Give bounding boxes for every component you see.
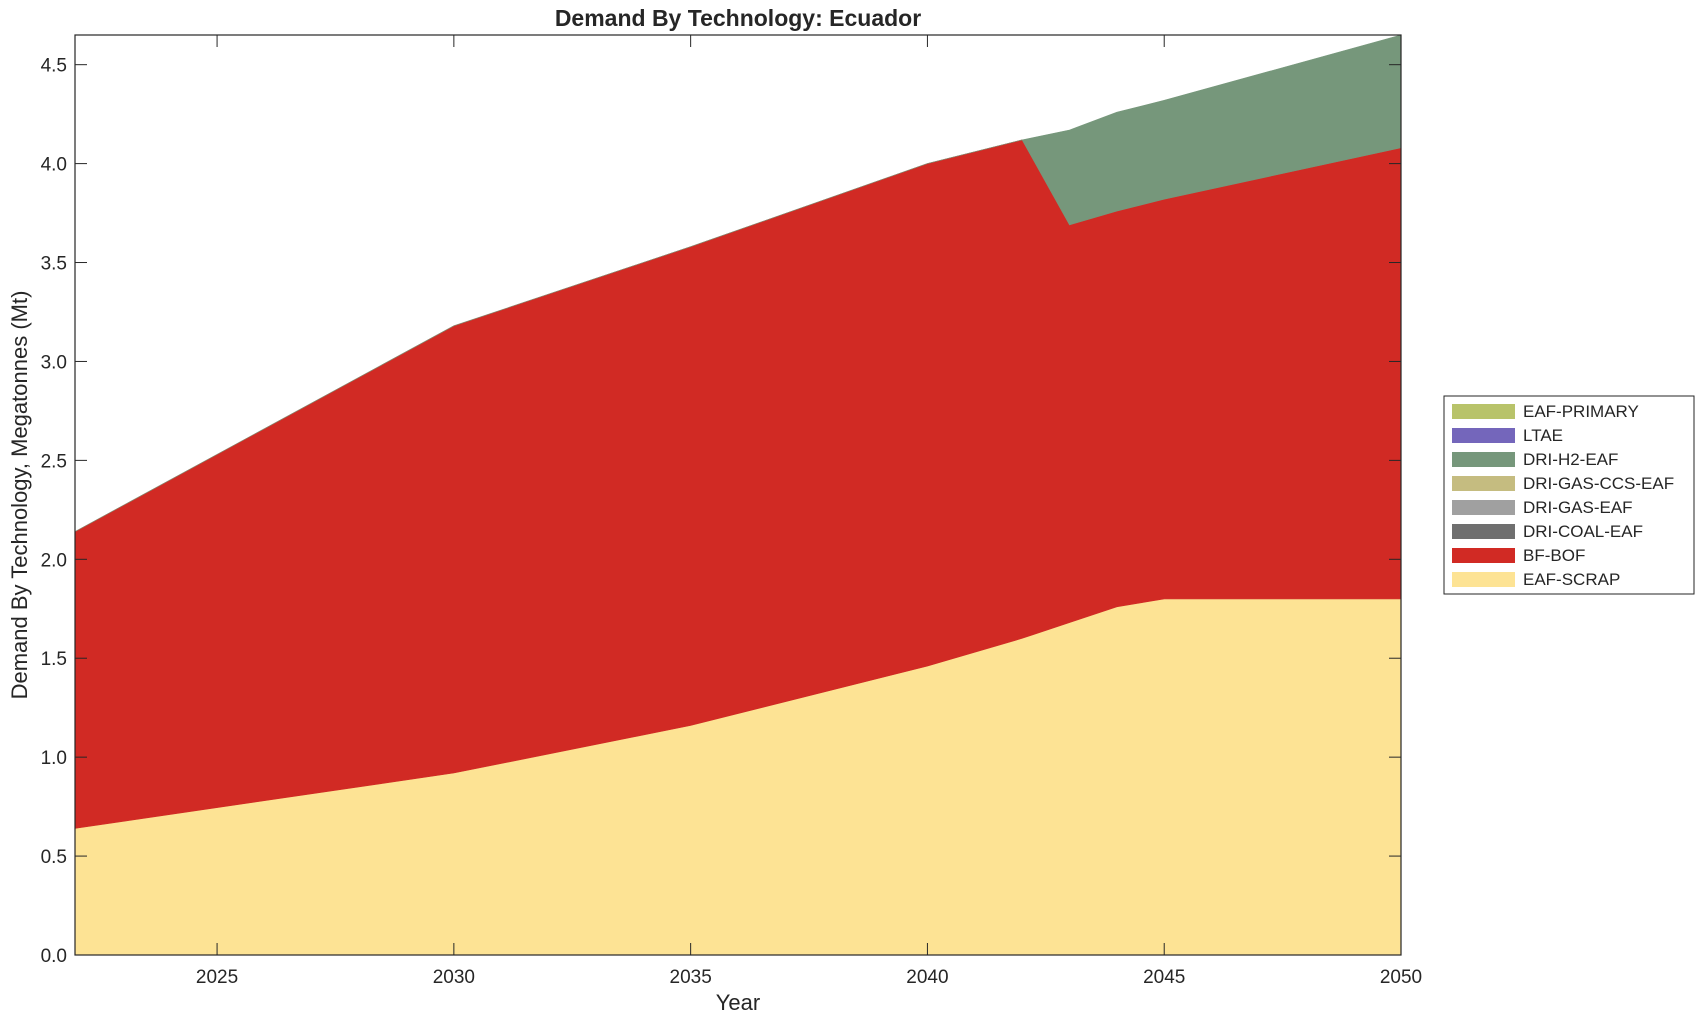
y-tick-label: 3.0 — [41, 352, 67, 373]
legend-label-dri-h2-eaf: DRI-H2-EAF — [1523, 450, 1618, 469]
y-tick-label: 2.5 — [41, 451, 67, 472]
legend-swatch-bf-bof — [1452, 548, 1515, 563]
legend-label-dri-gas-ccs-eaf: DRI-GAS-CCS-EAF — [1523, 474, 1674, 493]
legend-label-dri-gas-eaf: DRI-GAS-EAF — [1523, 498, 1633, 517]
y-axis-label: Demand By Technology, Megatonnes (Mt) — [7, 291, 32, 700]
legend-swatch-ltae — [1452, 428, 1515, 443]
legend-swatch-eaf-primary — [1452, 404, 1515, 419]
x-axis-label: Year — [716, 990, 760, 1015]
x-tick-label: 2045 — [1143, 967, 1185, 988]
legend-swatch-eaf-scrap — [1452, 572, 1515, 587]
x-tick-label: 2030 — [433, 967, 475, 988]
legend-label-bf-bof: BF-BOF — [1523, 546, 1585, 565]
legend-swatch-dri-gas-ccs-eaf — [1452, 476, 1515, 491]
x-tick-label: 2035 — [670, 967, 712, 988]
y-tick-label: 2.0 — [41, 550, 67, 571]
x-tick-label: 2040 — [906, 967, 948, 988]
legend: EAF-PRIMARY LTAE DRI-H2-EAF DRI-GAS-CCS-EAF… — [1443, 395, 1695, 595]
x-tick-label: 2025 — [196, 967, 238, 988]
y-tick-label: 4.5 — [41, 56, 67, 77]
legend-label-eaf-primary: EAF-PRIMARY — [1523, 402, 1639, 421]
y-tick-label: 1.0 — [41, 748, 67, 769]
y-axis-ticks: 0.0 0.5 1.0 1.5 2.0 2.5 3.0 3.5 4.0 4.5 — [41, 56, 1401, 967]
x-tick-label: 2050 — [1380, 967, 1422, 988]
legend-swatch-dri-coal-eaf — [1452, 524, 1515, 539]
plot-frame — [74, 34, 1402, 956]
y-tick-label: 4.0 — [41, 155, 67, 176]
area-series-group — [74, 34, 1402, 956]
legend-label-ltae: LTAE — [1523, 426, 1563, 445]
y-tick-label: 0.5 — [41, 847, 67, 868]
y-tick-label: 0.0 — [41, 946, 67, 967]
y-tick-label: 1.5 — [41, 649, 67, 670]
legend-label-eaf-scrap: EAF-SCRAP — [1523, 570, 1620, 589]
legend-swatch-dri-gas-eaf — [1452, 500, 1515, 515]
chart-title: Demand By Technology: Ecuador — [555, 5, 921, 31]
y-tick-label: 3.5 — [41, 254, 67, 275]
legend-label-dri-coal-eaf: DRI-COAL-EAF — [1523, 522, 1643, 541]
legend-swatch-dri-h2-eaf — [1452, 452, 1515, 467]
x-axis-ticks: 2025 2030 2035 2040 2045 2050 — [196, 35, 1422, 988]
